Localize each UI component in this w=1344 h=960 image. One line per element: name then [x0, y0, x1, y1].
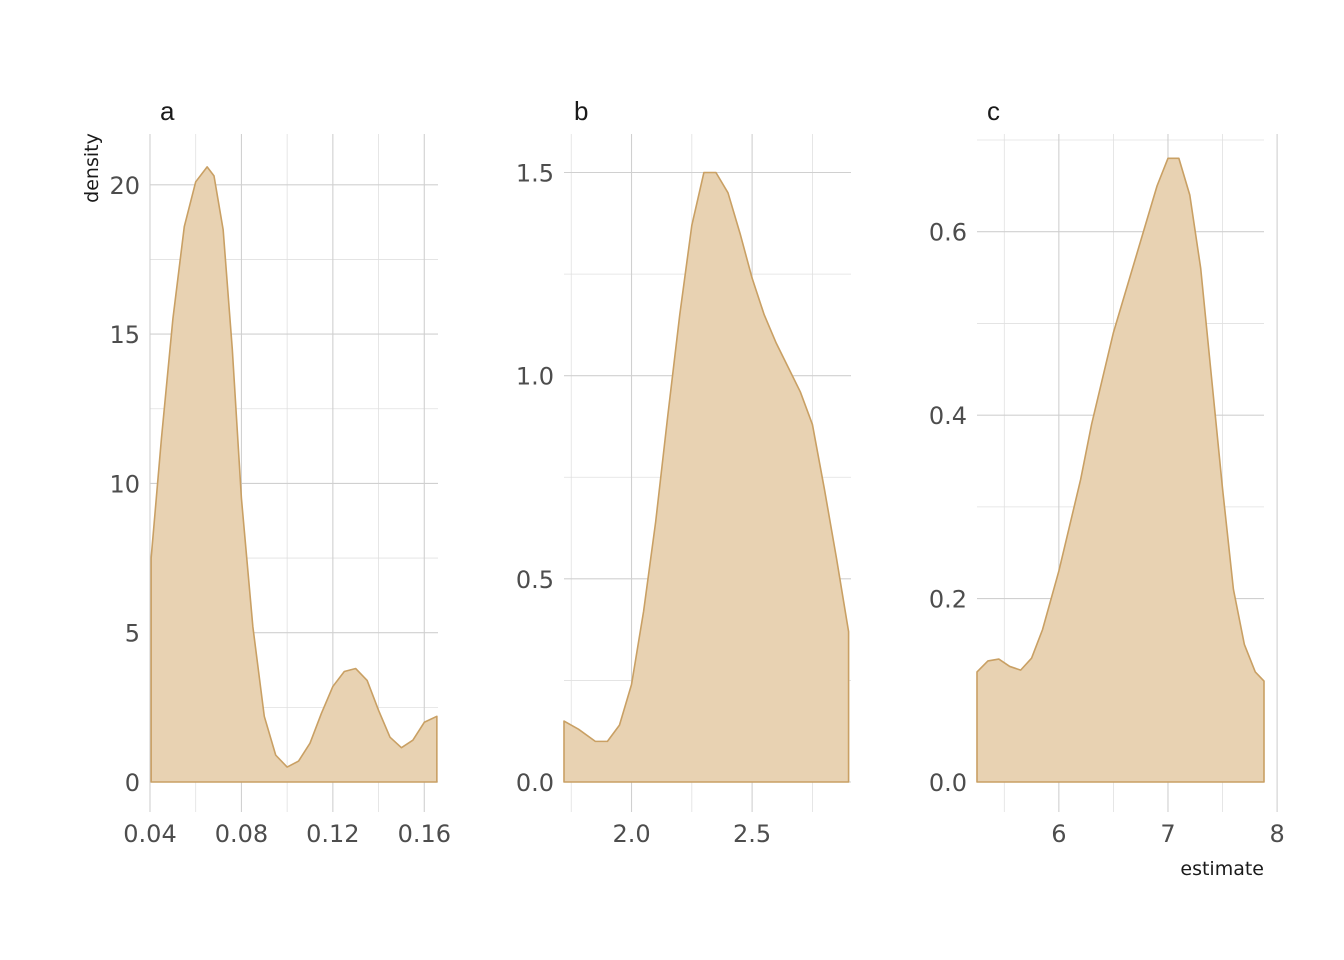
x-tick-label: 0.12: [306, 820, 359, 848]
y-tick-label: 0.6: [929, 219, 967, 247]
y-tick-label: 0.5: [516, 566, 554, 594]
y-tick-label: 10: [109, 470, 140, 498]
facet-label: b: [574, 96, 588, 126]
y-tick-label: 0.0: [516, 769, 554, 797]
x-tick-label: 6: [1051, 820, 1066, 848]
x-tick-label: 2.5: [733, 820, 771, 848]
y-tick-label: 5: [125, 620, 140, 648]
x-tick-label: 8: [1269, 820, 1284, 848]
y-tick-label: 0.4: [929, 402, 967, 430]
density-area-a: [150, 166, 438, 783]
density-area-c: [976, 157, 1265, 783]
density-area-b: [563, 171, 850, 783]
x-tick-label: 7: [1160, 820, 1175, 848]
y-tick-label: 0: [125, 769, 140, 797]
facet-panel-b: 0.0 0.5 1.0 1.5 2.0 2.5 b: [516, 96, 851, 848]
facet-panel-c: 0.0 0.2 0.4 0.6 6 7 8 c: [929, 96, 1285, 848]
y-tick-label: 15: [109, 321, 140, 349]
y-axis-title: density: [81, 133, 103, 203]
y-tick-label: 0.2: [929, 586, 967, 614]
x-tick-label: 2.0: [612, 820, 650, 848]
y-tick-label: 1.0: [516, 363, 554, 391]
x-tick-label: 0.16: [398, 820, 451, 848]
y-tick-label: 0.0: [929, 769, 967, 797]
x-tick-label: 0.04: [123, 820, 176, 848]
y-tick-label: 20: [109, 172, 140, 200]
x-tick-label: 0.08: [215, 820, 268, 848]
facet-label: c: [987, 96, 1000, 126]
x-axis-title: estimate: [1180, 858, 1264, 880]
facet-panel-a: 0 5 10 15 20 0.04 0.08 0.12 0.16 a: [109, 96, 451, 848]
y-tick-label: 1.5: [516, 160, 554, 188]
facet-label: a: [160, 96, 175, 126]
